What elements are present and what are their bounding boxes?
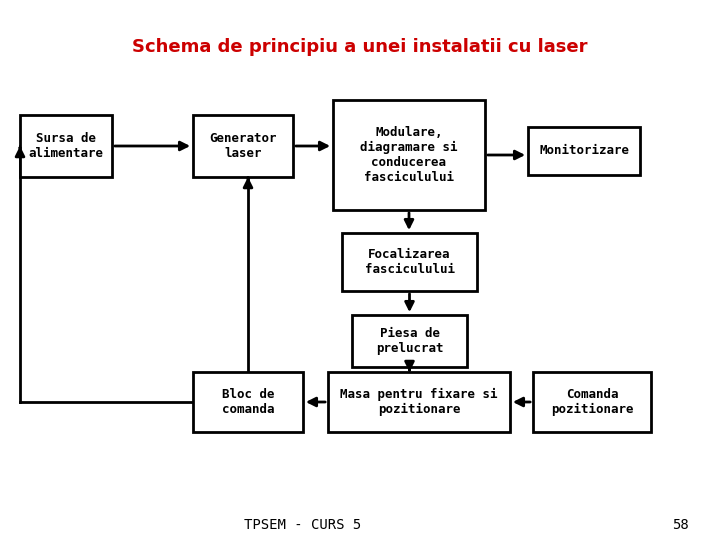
Bar (193, 372, 303, 432)
Text: Bloc de
comanda: Bloc de comanda (222, 388, 274, 416)
Bar (342, 233, 477, 291)
Text: Piesa de
prelucrat: Piesa de prelucrat (376, 327, 444, 355)
Bar (352, 315, 467, 367)
Text: Comanda
pozitionare: Comanda pozitionare (551, 388, 634, 416)
Text: Focalizarea
fasciculului: Focalizarea fasciculului (364, 248, 454, 276)
Bar (328, 372, 510, 432)
Bar (20, 115, 112, 177)
Text: Schema de principiu a unei instalatii cu laser: Schema de principiu a unei instalatii cu… (132, 38, 588, 56)
Bar (333, 100, 485, 210)
Text: Masa pentru fixare si
pozitionare: Masa pentru fixare si pozitionare (341, 388, 498, 416)
Text: Sursa de
alimentare: Sursa de alimentare (29, 132, 104, 160)
Text: Generator
laser: Generator laser (210, 132, 276, 160)
Bar (533, 372, 651, 432)
Bar (193, 115, 293, 177)
Text: TPSEM - CURS 5: TPSEM - CURS 5 (244, 518, 361, 532)
Text: Modulare,
diagramare si
conducerea
fasciculului: Modulare, diagramare si conducerea fasci… (360, 126, 458, 184)
Text: Monitorizare: Monitorizare (539, 145, 629, 158)
Bar (528, 127, 640, 175)
Text: 58: 58 (672, 518, 688, 532)
